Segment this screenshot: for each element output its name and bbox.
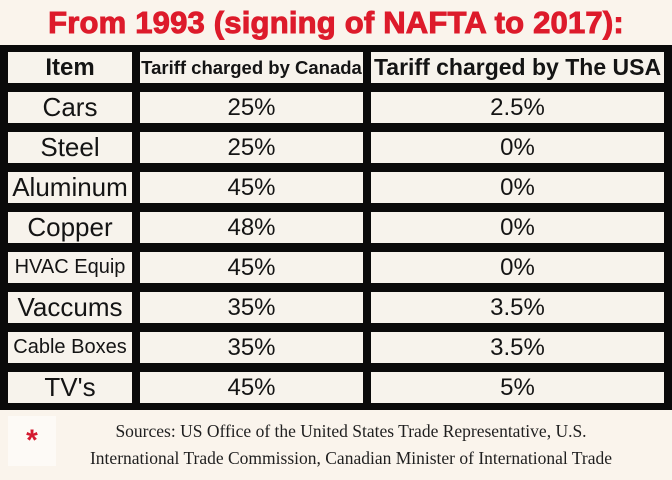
table-row-item: Cable Boxes	[8, 332, 132, 363]
table-row-item: Copper	[8, 212, 132, 243]
table-row-usa-value: 2.5%	[371, 92, 664, 123]
table-row-usa-value: 5%	[371, 372, 664, 403]
table-row-canada-value: 45%	[140, 252, 363, 283]
table-row-usa-value: 3.5%	[371, 332, 664, 363]
sources-line-2: International Trade Commission, Canadian…	[89, 448, 612, 469]
tariff-table: Item Tariff charged by Canada Tariff cha…	[0, 45, 672, 410]
table-row-canada-value: 45%	[140, 172, 363, 203]
table-row-item: Cars	[8, 92, 132, 123]
column-header-canada: Tariff charged by Canada	[140, 52, 363, 83]
column-header-usa: Tariff charged by The USA	[371, 52, 664, 83]
table-row-item: HVAC Equip	[8, 252, 132, 283]
table-row-item: Vaccums	[8, 292, 132, 323]
table-row-canada-value: 35%	[140, 332, 363, 363]
table-row-usa-value: 3.5%	[371, 292, 664, 323]
table-row-item: Steel	[8, 132, 132, 163]
footnote-marker-box: *	[8, 416, 56, 466]
asterisk-icon: *	[26, 424, 38, 457]
table-row-canada-value: 35%	[140, 292, 363, 323]
table-row-usa-value: 0%	[371, 132, 664, 163]
table-row-usa-value: 0%	[371, 172, 664, 203]
table-row-canada-value: 25%	[140, 132, 363, 163]
table-row-item: TV's	[8, 372, 132, 403]
table-row-canada-value: 48%	[140, 212, 363, 243]
table-row-canada-value: 45%	[140, 372, 363, 403]
footer: * Sources: US Office of the United State…	[0, 410, 672, 480]
table-row-item: Aluminum	[8, 172, 132, 203]
sources-text: Sources: US Office of the United States …	[40, 418, 662, 472]
sources-line-1: Sources: US Office of the United States …	[115, 421, 587, 441]
table-row-canada-value: 25%	[140, 92, 363, 123]
page-title: From 1993 (signing of NAFTA to 2017):	[48, 4, 625, 40]
table-row-usa-value: 0%	[371, 212, 664, 243]
table-row-usa-value: 0%	[371, 252, 664, 283]
column-header-item: Item	[8, 52, 132, 83]
